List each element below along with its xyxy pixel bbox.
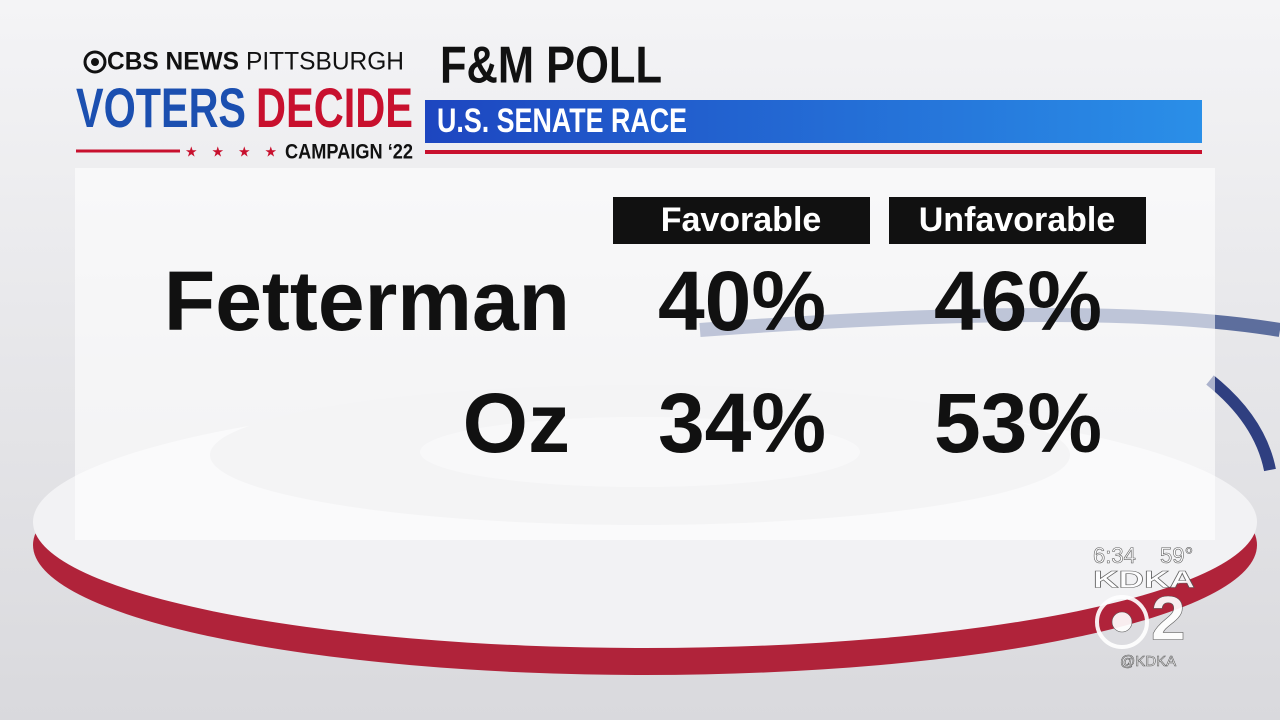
time: 6:34 xyxy=(1093,543,1136,568)
poll-table: Favorable Unfavorable Fetterman 40% 46% … xyxy=(164,197,1146,470)
column-header: Unfavorable xyxy=(919,201,1116,239)
percentage: 53% xyxy=(934,376,1102,470)
channel: 2 xyxy=(1151,584,1185,653)
show-word: DECIDE xyxy=(256,76,413,139)
candidate: Fetterman xyxy=(164,254,570,348)
station: PITTSBURGH xyxy=(246,48,404,76)
column-header: Favorable xyxy=(661,201,822,239)
campaign: CAMPAIGN ‘22 xyxy=(285,141,413,164)
show-word: VOTERS xyxy=(76,76,246,139)
bug-station: KDKA xyxy=(1093,566,1195,593)
title: F&M POLL xyxy=(440,37,662,95)
percentage: 46% xyxy=(934,254,1102,348)
percentage: 34% xyxy=(658,376,826,470)
subtitle: U.S. SENATE RACE xyxy=(437,102,687,140)
station-bug: 6:34 59° KDKA 2 @KDKA xyxy=(1093,543,1196,671)
handle: @KDKA xyxy=(1120,653,1176,670)
candidate: Oz xyxy=(463,376,570,470)
temperature: 59° xyxy=(1160,543,1193,568)
network: CBS NEWS xyxy=(107,48,239,76)
logo: CBS NEWS PITTSBURGH VOTERS DECIDE ★ ★ ★ … xyxy=(76,48,413,164)
percentage: 40% xyxy=(658,254,826,348)
subtitle-bar xyxy=(425,100,1202,143)
